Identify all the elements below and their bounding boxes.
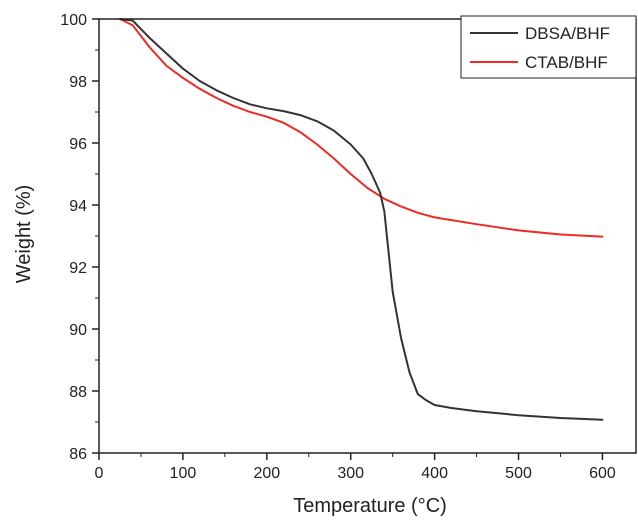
x-tick-label: 300	[337, 465, 364, 482]
x-tick-label: 500	[505, 465, 532, 482]
y-tick-label: 94	[69, 198, 87, 215]
x-axis-ticks: 0 100 200 300 400 500 600	[95, 453, 616, 482]
plot-lines	[119, 18, 604, 421]
y-tick-label: 86	[69, 446, 87, 463]
x-axis-title: Temperature (°C)	[293, 495, 447, 517]
x-tick-label: 200	[253, 465, 280, 482]
legend-label-dbsa-bhf: DBSA/BHF	[525, 24, 610, 43]
y-tick-label: 88	[69, 384, 87, 401]
plot-frame	[98, 18, 637, 454]
y-tick-label: 98	[69, 74, 87, 91]
y-tick-label: 100	[60, 12, 87, 29]
y-tick-label: 96	[69, 136, 87, 153]
series-line-ctab-bhf	[119, 18, 604, 238]
series-line-dbsa-bhf	[119, 18, 604, 421]
y-tick-label: 92	[69, 260, 87, 277]
y-axis-ticks: 86 88 90 92 94 96 98 100	[60, 12, 99, 463]
x-tick-label: 600	[589, 465, 616, 482]
x-tick-label: 100	[170, 465, 197, 482]
x-tick-label: 0	[95, 465, 104, 482]
x-tick-label: 400	[421, 465, 448, 482]
legend-box	[460, 15, 637, 79]
legend-label-ctab-bhf: CTAB/BHF	[525, 53, 608, 72]
y-axis-title: Weight (%)	[13, 185, 35, 284]
y-tick-label: 90	[69, 322, 87, 339]
legend: DBSA/BHF CTAB/BHF	[460, 15, 637, 79]
